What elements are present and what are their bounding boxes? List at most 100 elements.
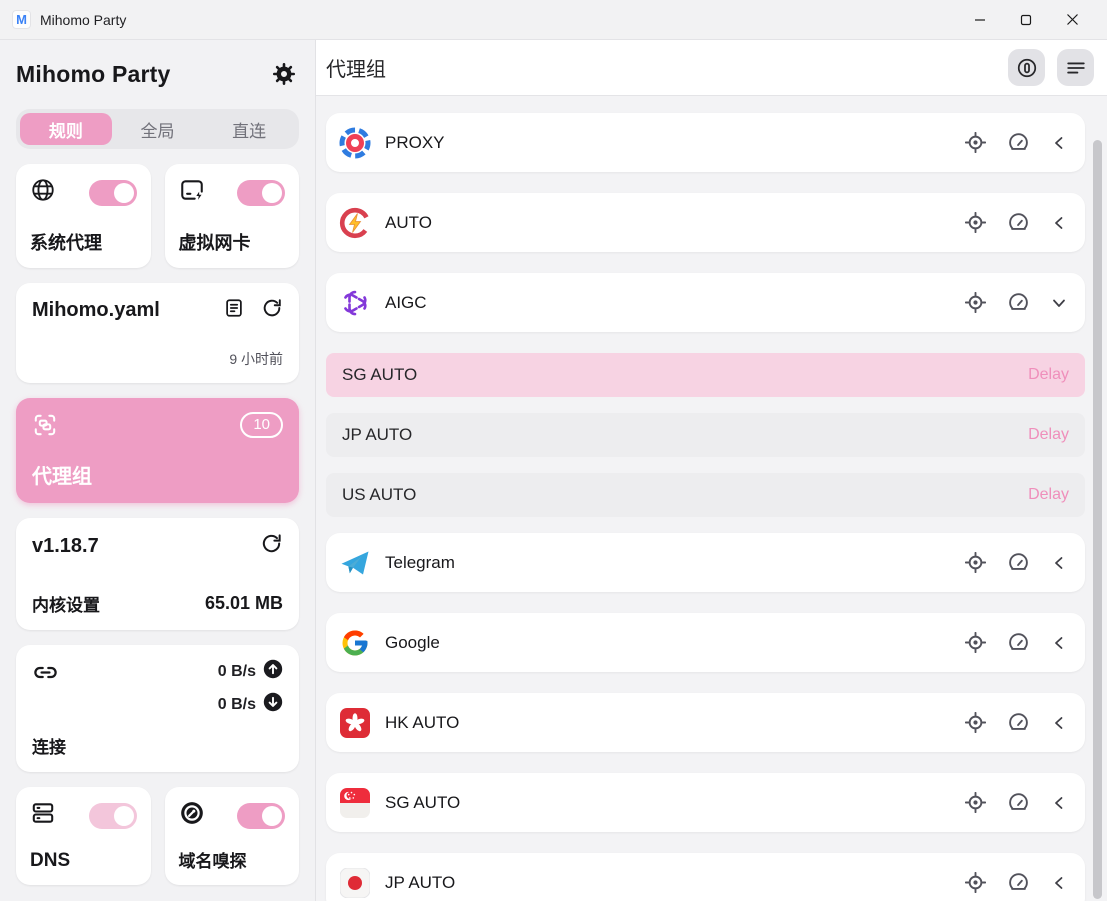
profile-document-icon[interactable] [223, 297, 245, 324]
proxy-group-name: JP AUTO [385, 872, 456, 892]
proxy-node-row[interactable]: SG AUTO Delay [326, 353, 1085, 397]
proxy-group-row[interactable]: Telegram [326, 533, 1085, 592]
speed-test-icon[interactable] [1008, 552, 1029, 573]
delay-sort-button[interactable] [1008, 49, 1045, 86]
sniff-icon [179, 800, 205, 831]
node-delay-label[interactable]: Delay [1028, 486, 1069, 503]
tab-2[interactable]: 直连 [232, 121, 267, 141]
google-icon [339, 627, 371, 659]
chevron-left-icon[interactable] [1051, 555, 1067, 571]
lines-icon [1066, 62, 1085, 73]
page-title: 代理组 [326, 59, 386, 81]
proxy-group-row[interactable]: Google [326, 613, 1085, 672]
tun-toggle[interactable] [237, 179, 285, 206]
speed-test-icon[interactable] [1008, 632, 1029, 653]
auto-bolt-icon [339, 207, 371, 239]
proxy-groups-count-badge: 10 [240, 412, 283, 438]
maximize-button[interactable] [1003, 1, 1049, 39]
chevron-down-icon[interactable] [1051, 295, 1067, 311]
connections-card[interactable]: 0 B/s 0 B/s 连接 [16, 645, 299, 772]
proxy-group-row[interactable]: AUTO [326, 193, 1085, 252]
speed-test-icon[interactable] [1008, 132, 1029, 153]
locate-icon[interactable] [965, 632, 986, 653]
proxy-group-row[interactable]: PROXY [326, 113, 1085, 172]
proxy-groups-nav-label: 代理组 [32, 466, 92, 488]
speed-test-icon[interactable] [1008, 212, 1029, 233]
system-proxy-label: 系统代理 [30, 233, 102, 253]
node-delay-label[interactable]: Delay [1028, 426, 1069, 443]
chevron-left-icon[interactable] [1051, 715, 1067, 731]
sniff-label: 域名嗅探 [178, 852, 247, 871]
layout-list-button[interactable] [1057, 49, 1094, 86]
proxy-group-name: AUTO [385, 212, 432, 232]
chevron-left-icon[interactable] [1051, 215, 1067, 231]
tab-1[interactable]: 全局 [140, 121, 175, 141]
proxy-group-row[interactable]: AIGC [326, 273, 1085, 332]
proxy-node-name: JP AUTO [342, 425, 413, 444]
proxy-node-name: US AUTO [342, 485, 417, 504]
locate-icon[interactable] [965, 872, 986, 893]
settings-button[interactable] [269, 59, 299, 89]
speed-test-icon[interactable] [1008, 292, 1029, 313]
group-actions [965, 552, 1067, 573]
chevron-left-icon[interactable] [1051, 135, 1067, 151]
sniff-card[interactable]: 域名嗅探 [164, 787, 299, 885]
core-card[interactable]: v1.18.7 内核设置 65.01 MB [16, 518, 299, 630]
locate-icon[interactable] [965, 132, 986, 153]
proxy-node-row[interactable]: US AUTO Delay [326, 473, 1085, 517]
speed-test-icon[interactable] [1008, 792, 1029, 813]
chevron-left-icon[interactable] [1051, 635, 1067, 651]
locate-icon[interactable] [965, 712, 986, 733]
outbound-mode-tabs: 规则 全局 直连 [16, 109, 299, 149]
window-title: Mihomo Party [40, 11, 127, 28]
gear-icon [273, 63, 295, 85]
arrow-up-circle-icon [263, 659, 283, 684]
scrollbar-thumb[interactable] [1093, 140, 1102, 899]
flag-jp-icon [339, 867, 371, 899]
profile-card[interactable]: Mihomo.yaml 9 [16, 283, 299, 383]
system-proxy-toggle[interactable] [88, 179, 137, 206]
profile-refresh-icon[interactable] [261, 297, 283, 324]
globe-icon [30, 177, 56, 208]
dns-card[interactable]: DNS [16, 787, 151, 885]
locate-icon[interactable] [965, 292, 986, 313]
locate-icon[interactable] [965, 212, 986, 233]
flag-hk-icon [339, 707, 371, 739]
proxy-group-name: PROXY [385, 132, 445, 152]
proxy-node-row[interactable]: JP AUTO Delay [326, 413, 1085, 457]
proxy-node-name: SG AUTO [342, 365, 418, 384]
connections-label: 连接 [32, 738, 66, 757]
proxy-group-row[interactable]: JP AUTO [326, 853, 1085, 901]
zero-circle-icon [1017, 58, 1036, 77]
locate-icon[interactable] [965, 792, 986, 813]
speed-test-icon[interactable] [1008, 712, 1029, 733]
sidebar: Mihomo Party [0, 40, 316, 901]
system-proxy-card[interactable]: 系统代理 [16, 164, 151, 268]
proxy-groups-icon [32, 412, 58, 443]
upload-speed: 0 B/s [217, 662, 256, 680]
flag-sg-icon [339, 787, 371, 819]
profile-updated-time: 9 小时前 [229, 351, 283, 367]
tab-0[interactable]: 规则 [20, 113, 112, 145]
core-refresh-icon[interactable] [260, 532, 283, 560]
group-actions [965, 212, 1067, 233]
scrollbar-track [1093, 140, 1102, 901]
proxy-target-icon [339, 127, 371, 159]
speed-test-icon[interactable] [1008, 872, 1029, 893]
core-settings-label: 内核设置 [32, 596, 100, 615]
chevron-left-icon[interactable] [1051, 795, 1067, 811]
node-delay-label[interactable]: Delay [1028, 366, 1069, 383]
proxy-group-row[interactable]: HK AUTO [326, 693, 1085, 752]
proxy-groups-nav-card[interactable]: 10 代理组 [16, 398, 299, 503]
chevron-left-icon[interactable] [1051, 875, 1067, 891]
profile-name: Mihomo.yaml [32, 299, 160, 321]
sniff-toggle[interactable] [237, 802, 285, 829]
close-button[interactable] [1049, 1, 1095, 39]
proxy-group-name: Telegram [385, 552, 455, 572]
minimize-button[interactable] [957, 1, 1003, 39]
tun-card[interactable]: 虚拟网卡 [164, 164, 299, 268]
proxy-group-row[interactable]: SG AUTO [326, 773, 1085, 832]
telegram-icon [339, 547, 371, 579]
locate-icon[interactable] [965, 552, 986, 573]
dns-toggle[interactable] [88, 802, 137, 829]
